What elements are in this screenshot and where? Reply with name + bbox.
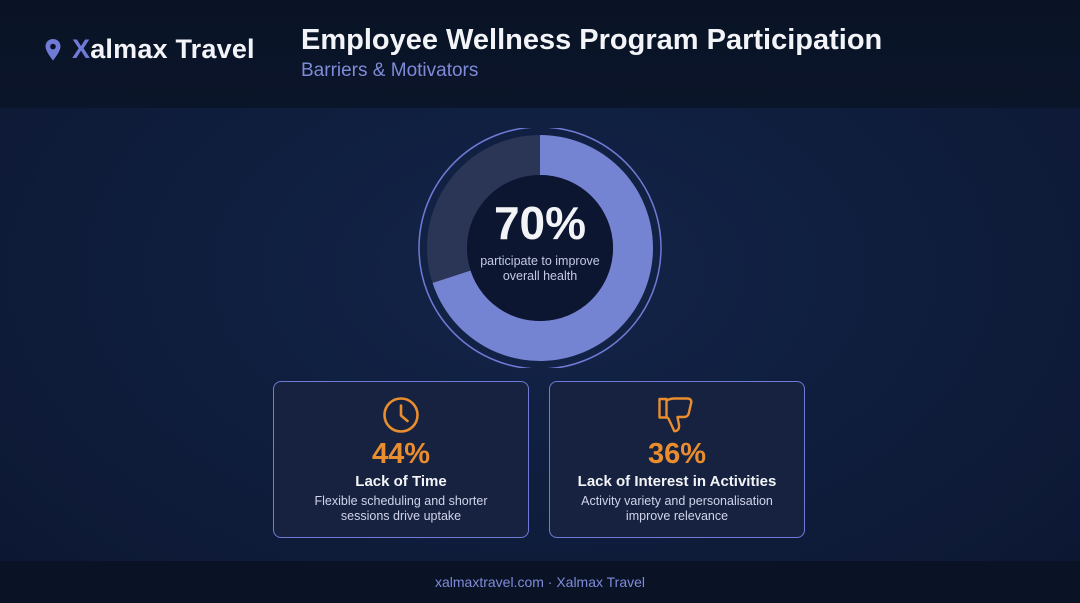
donut-slice-participate (432, 135, 653, 361)
thumbs-down-icon (658, 397, 693, 433)
donut-chart: 70% participate to improve overall healt… (418, 126, 662, 370)
donut-center: 70% participate to improve overall healt… (418, 128, 662, 368)
card-title: Lack of Interest in Activities (577, 473, 777, 490)
page-subtitle: Barriers & Motivators (301, 60, 479, 81)
card-value: 44% (371, 438, 431, 470)
header: Xalmax Travel Employee Wellness Program … (0, 0, 1080, 108)
barrier-card-lack-of-interest: 36% Lack of Interest in Activities Activ… (549, 381, 805, 538)
footer: xalmaxtravel.com · Xalmax Travel (0, 561, 1080, 603)
brand-initial: X (72, 34, 91, 64)
card-title: Lack of Time (355, 473, 447, 490)
card-icon-wrap (550, 396, 804, 434)
footer-text: xalmaxtravel.com · Xalmax Travel (434, 574, 646, 590)
donut-svg (418, 126, 662, 370)
donut-hole (467, 175, 613, 321)
card-icon-wrap (274, 396, 528, 434)
donut-caption: participate to improve overall health (480, 254, 600, 283)
brand-name-rest: almax Travel (90, 34, 255, 64)
card-description: Flexible scheduling and shorter sessions… (314, 494, 488, 523)
barrier-card-lack-of-time: 44% Lack of Time Flexible scheduling and… (273, 381, 529, 538)
brand-name: Xalmax Travel (72, 34, 255, 65)
clock-icon (383, 397, 419, 433)
donut-slice-remainder (427, 135, 540, 283)
title-block: Employee Wellness Program Participation … (301, 22, 882, 82)
page-title: Employee Wellness Program Participation (301, 24, 883, 56)
brand: Xalmax Travel (44, 34, 255, 65)
card-value: 36% (647, 438, 707, 470)
card-description: Activity variety and personalisation imp… (581, 494, 773, 523)
donut-value-label: 70% (493, 197, 587, 249)
map-pin-icon (45, 38, 61, 60)
